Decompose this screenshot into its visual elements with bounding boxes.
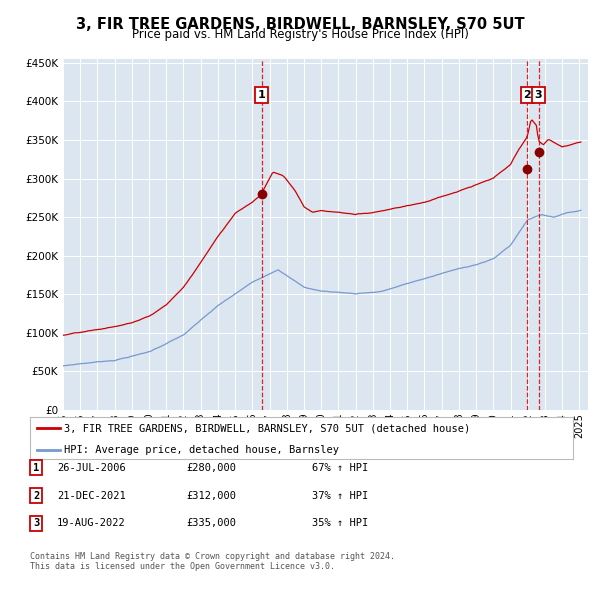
Text: £335,000: £335,000 — [186, 519, 236, 528]
Text: Contains HM Land Registry data © Crown copyright and database right 2024.
This d: Contains HM Land Registry data © Crown c… — [30, 552, 395, 571]
Text: 19-AUG-2022: 19-AUG-2022 — [57, 519, 126, 528]
Text: 35% ↑ HPI: 35% ↑ HPI — [312, 519, 368, 528]
Text: £312,000: £312,000 — [186, 491, 236, 500]
Text: 3: 3 — [33, 519, 39, 528]
Text: 21-DEC-2021: 21-DEC-2021 — [57, 491, 126, 500]
Text: Price paid vs. HM Land Registry's House Price Index (HPI): Price paid vs. HM Land Registry's House … — [131, 28, 469, 41]
Text: 3: 3 — [535, 90, 542, 100]
Text: 2: 2 — [33, 491, 39, 500]
Text: 37% ↑ HPI: 37% ↑ HPI — [312, 491, 368, 500]
Text: 3, FIR TREE GARDENS, BIRDWELL, BARNSLEY, S70 5UT: 3, FIR TREE GARDENS, BIRDWELL, BARNSLEY,… — [76, 17, 524, 31]
Text: 1: 1 — [33, 463, 39, 473]
Text: 67% ↑ HPI: 67% ↑ HPI — [312, 463, 368, 473]
Text: 26-JUL-2006: 26-JUL-2006 — [57, 463, 126, 473]
Text: 2: 2 — [523, 90, 531, 100]
Text: HPI: Average price, detached house, Barnsley: HPI: Average price, detached house, Barn… — [64, 445, 338, 455]
Text: 3, FIR TREE GARDENS, BIRDWELL, BARNSLEY, S70 5UT (detached house): 3, FIR TREE GARDENS, BIRDWELL, BARNSLEY,… — [64, 424, 470, 434]
Text: 1: 1 — [258, 90, 266, 100]
Text: £280,000: £280,000 — [186, 463, 236, 473]
